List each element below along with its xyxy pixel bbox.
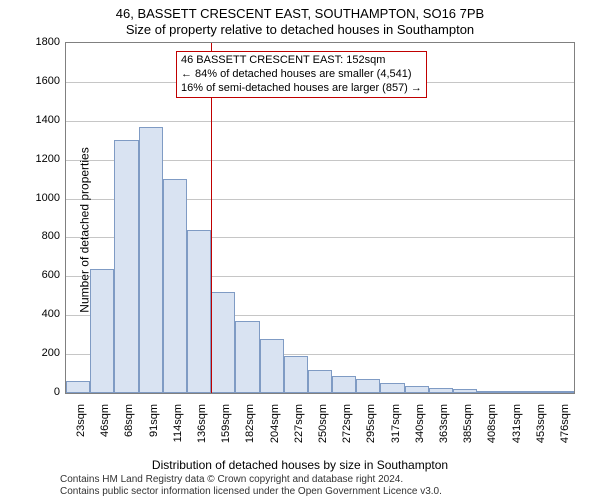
x-tick-label: 272sqm bbox=[341, 404, 353, 443]
histogram-bar bbox=[453, 389, 477, 393]
y-tick-label: 1400 bbox=[20, 114, 60, 126]
x-tick-label: 23sqm bbox=[75, 404, 87, 437]
x-tick-label: 431sqm bbox=[511, 404, 523, 443]
gridline bbox=[66, 121, 574, 122]
histogram-bar bbox=[380, 383, 404, 393]
x-tick-label: 136sqm bbox=[196, 404, 208, 443]
histogram-bar bbox=[429, 388, 453, 393]
x-tick-label: 46sqm bbox=[99, 404, 111, 437]
x-tick-label: 227sqm bbox=[293, 404, 305, 443]
annotation-line: 16% of semi-detached houses are larger (… bbox=[181, 82, 422, 96]
x-axis-label: Distribution of detached houses by size … bbox=[0, 458, 600, 472]
x-tick-label: 385sqm bbox=[462, 404, 474, 443]
histogram-bar bbox=[139, 127, 163, 393]
y-tick-label: 1200 bbox=[20, 153, 60, 165]
histogram-bar bbox=[235, 321, 259, 393]
x-tick-label: 159sqm bbox=[220, 404, 232, 443]
y-tick-label: 1000 bbox=[20, 192, 60, 204]
x-tick-label: 317sqm bbox=[390, 404, 402, 443]
histogram-bar bbox=[356, 379, 380, 393]
y-tick-label: 1800 bbox=[20, 36, 60, 48]
histogram-bar bbox=[332, 376, 356, 394]
histogram-bar bbox=[260, 339, 284, 393]
histogram-bar bbox=[187, 230, 211, 393]
y-tick-label: 800 bbox=[20, 230, 60, 242]
histogram-bar bbox=[211, 292, 235, 393]
histogram-bar bbox=[114, 140, 138, 393]
histogram-bar bbox=[550, 391, 574, 393]
y-tick-label: 1600 bbox=[20, 75, 60, 87]
title-line-1: 46, BASSETT CRESCENT EAST, SOUTHAMPTON, … bbox=[0, 6, 600, 21]
x-tick-label: 408sqm bbox=[486, 404, 498, 443]
title-line-2: Size of property relative to detached ho… bbox=[0, 22, 600, 37]
plot-area: 46 BASSETT CRESCENT EAST: 152sqm← 84% of… bbox=[65, 42, 575, 394]
histogram-bar bbox=[405, 386, 429, 393]
histogram-bar bbox=[163, 179, 187, 393]
histogram-bar bbox=[90, 269, 114, 393]
x-tick-label: 363sqm bbox=[438, 404, 450, 443]
attribution: Contains HM Land Registry data © Crown c… bbox=[60, 474, 600, 498]
histogram-bar bbox=[501, 391, 525, 393]
x-tick-label: 340sqm bbox=[414, 404, 426, 443]
histogram-bar bbox=[66, 381, 90, 393]
x-tick-label: 204sqm bbox=[269, 404, 281, 443]
chart-container: 46, BASSETT CRESCENT EAST, SOUTHAMPTON, … bbox=[0, 0, 600, 500]
x-tick-label: 68sqm bbox=[123, 404, 135, 437]
x-tick-label: 182sqm bbox=[244, 404, 256, 443]
x-tick-label: 250sqm bbox=[317, 404, 329, 443]
x-tick-label: 91sqm bbox=[148, 404, 160, 437]
histogram-bar bbox=[526, 391, 550, 393]
x-tick-label: 476sqm bbox=[559, 404, 571, 443]
y-tick-label: 600 bbox=[20, 269, 60, 281]
x-tick-label: 114sqm bbox=[172, 404, 184, 442]
histogram-bar bbox=[477, 391, 501, 393]
histogram-bar bbox=[308, 370, 332, 393]
x-tick-label: 295sqm bbox=[365, 404, 377, 443]
annotation-box: 46 BASSETT CRESCENT EAST: 152sqm← 84% of… bbox=[176, 51, 427, 98]
histogram-bar bbox=[284, 356, 308, 393]
attribution-line-2: Contains public sector information licen… bbox=[60, 486, 600, 498]
y-tick-label: 200 bbox=[20, 347, 60, 359]
annotation-line: 46 BASSETT CRESCENT EAST: 152sqm bbox=[181, 54, 422, 68]
x-tick-label: 453sqm bbox=[535, 404, 547, 443]
annotation-line: ← 84% of detached houses are smaller (4,… bbox=[181, 68, 422, 82]
y-tick-label: 0 bbox=[20, 386, 60, 398]
attribution-line-1: Contains HM Land Registry data © Crown c… bbox=[60, 474, 600, 486]
y-tick-label: 400 bbox=[20, 308, 60, 320]
